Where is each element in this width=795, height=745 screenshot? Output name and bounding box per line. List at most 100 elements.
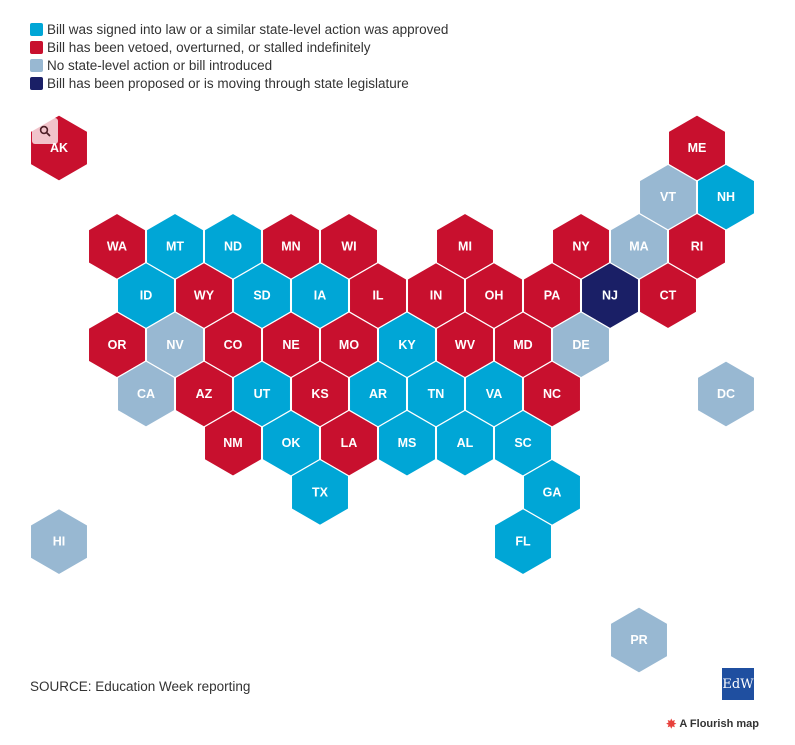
state-label: RI bbox=[691, 239, 704, 253]
state-hex-nd[interactable]: ND bbox=[203, 212, 263, 281]
state-label: AR bbox=[369, 387, 387, 401]
state-label: PR bbox=[630, 633, 647, 647]
state-label: GA bbox=[543, 485, 562, 499]
zoom-button[interactable] bbox=[32, 118, 58, 144]
state-hex-ca[interactable]: CA bbox=[116, 360, 176, 428]
state-hex-tx[interactable]: TX bbox=[290, 458, 350, 527]
state-hex-shape bbox=[377, 409, 437, 477]
map-legend: Bill was signed into law or a similar st… bbox=[30, 20, 448, 92]
legend-item-proposed[interactable]: Bill has been proposed or is moving thro… bbox=[30, 74, 448, 92]
state-hex-ny[interactable]: NY bbox=[551, 212, 611, 281]
state-label: MI bbox=[458, 239, 472, 253]
state-label: MT bbox=[166, 239, 184, 253]
state-hex-shape bbox=[696, 360, 756, 428]
state-hex-wy[interactable]: WY bbox=[174, 261, 234, 330]
state-hex-md[interactable]: MD bbox=[493, 311, 553, 379]
state-hex-nj[interactable]: NJ bbox=[580, 261, 640, 330]
state-hex-fl[interactable]: FL bbox=[493, 507, 553, 576]
state-label: LA bbox=[341, 436, 358, 450]
search-icon bbox=[39, 125, 51, 137]
legend-item-signed[interactable]: Bill was signed into law or a similar st… bbox=[30, 20, 448, 38]
state-hex-hi[interactable]: HI bbox=[29, 507, 89, 576]
state-label: NJ bbox=[602, 289, 618, 303]
state-label: CA bbox=[137, 387, 155, 401]
state-hex-dc[interactable]: DC bbox=[696, 360, 756, 428]
flourish-attribution[interactable]: ✸ A Flourish map bbox=[666, 717, 759, 731]
edw-logo[interactable]: EdW bbox=[722, 668, 754, 700]
state-hex-pa[interactable]: PA bbox=[522, 261, 582, 330]
state-label: DE bbox=[572, 338, 589, 352]
state-label: MD bbox=[513, 338, 532, 352]
state-label: NM bbox=[223, 436, 242, 450]
legend-swatch-proposed bbox=[30, 76, 43, 90]
state-label: NC bbox=[543, 387, 561, 401]
state-label: SD bbox=[253, 289, 270, 303]
state-hex-wa[interactable]: WA bbox=[87, 212, 147, 281]
state-hex-mi[interactable]: MI bbox=[435, 212, 495, 281]
state-label: WA bbox=[107, 239, 127, 253]
state-hex-wv[interactable]: WV bbox=[435, 311, 495, 379]
state-hex-ky[interactable]: KY bbox=[377, 311, 437, 379]
state-label: ID bbox=[140, 289, 153, 303]
state-label: AL bbox=[457, 436, 474, 450]
state-hex-sc[interactable]: SC bbox=[493, 409, 553, 477]
state-hex-ms[interactable]: MS bbox=[377, 409, 437, 477]
state-label: SC bbox=[514, 436, 531, 450]
state-hex-nm[interactable]: NM bbox=[203, 409, 263, 477]
state-hex-ok[interactable]: OK bbox=[261, 409, 321, 477]
legend-item-vetoed[interactable]: Bill has been vetoed, overturned, or sta… bbox=[30, 38, 448, 56]
state-label: IL bbox=[372, 289, 383, 303]
state-hex-wi[interactable]: WI bbox=[319, 212, 379, 281]
state-hex-al[interactable]: AL bbox=[435, 409, 495, 477]
flourish-star-icon: ✸ bbox=[666, 717, 677, 731]
state-hex-me[interactable]: ME bbox=[667, 114, 727, 182]
legend-label-signed: Bill was signed into law or a similar st… bbox=[47, 21, 449, 37]
state-hex-id[interactable]: ID bbox=[116, 261, 176, 330]
state-label: IA bbox=[314, 289, 327, 303]
state-hex-nv[interactable]: NV bbox=[145, 311, 205, 379]
state-label: WV bbox=[455, 338, 476, 352]
state-label: OR bbox=[108, 338, 127, 352]
state-hex-az[interactable]: AZ bbox=[174, 360, 234, 428]
state-hex-shape bbox=[638, 261, 698, 330]
state-label: VA bbox=[486, 387, 502, 401]
state-label: NY bbox=[572, 239, 590, 253]
state-hex-mo[interactable]: MO bbox=[319, 311, 379, 379]
state-hex-shape bbox=[116, 360, 176, 428]
state-label: CO bbox=[224, 338, 243, 352]
state-hex-oh[interactable]: OH bbox=[464, 261, 524, 330]
state-hex-ri[interactable]: RI bbox=[667, 212, 727, 281]
state-label: NH bbox=[717, 190, 735, 204]
state-label: MN bbox=[281, 239, 300, 253]
legend-swatch-signed bbox=[30, 22, 43, 36]
state-hex-or[interactable]: OR bbox=[87, 311, 147, 379]
state-label: ND bbox=[224, 239, 242, 253]
state-hex-tn[interactable]: TN bbox=[406, 360, 466, 428]
state-hex-shape bbox=[203, 409, 263, 477]
source-note: SOURCE: Education Week reporting bbox=[30, 679, 251, 694]
legend-swatch-none bbox=[30, 58, 43, 72]
state-label: MS bbox=[398, 436, 417, 450]
state-label: AK bbox=[50, 141, 68, 155]
state-label: CT bbox=[660, 289, 677, 303]
state-label: DC bbox=[717, 387, 735, 401]
state-label: AZ bbox=[196, 387, 213, 401]
legend-label-vetoed: Bill has been vetoed, overturned, or sta… bbox=[47, 39, 371, 55]
state-label: OH bbox=[485, 289, 504, 303]
state-hex-nh[interactable]: NH bbox=[696, 163, 756, 231]
state-hex-shape bbox=[29, 507, 89, 576]
state-label: TN bbox=[428, 387, 445, 401]
flourish-attribution-label: A Flourish map bbox=[679, 718, 759, 730]
state-label: OK bbox=[282, 436, 301, 450]
state-hex-sd[interactable]: SD bbox=[232, 261, 292, 330]
state-label: NV bbox=[166, 338, 184, 352]
state-hex-pr[interactable]: PR bbox=[609, 606, 669, 674]
state-label: TX bbox=[312, 485, 329, 499]
state-label: KY bbox=[398, 338, 416, 352]
state-label: NE bbox=[282, 338, 299, 352]
legend-item-none[interactable]: No state-level action or bill introduced bbox=[30, 56, 448, 74]
state-label: WY bbox=[194, 289, 215, 303]
state-label: KS bbox=[311, 387, 328, 401]
state-hex-ct[interactable]: CT bbox=[638, 261, 698, 330]
